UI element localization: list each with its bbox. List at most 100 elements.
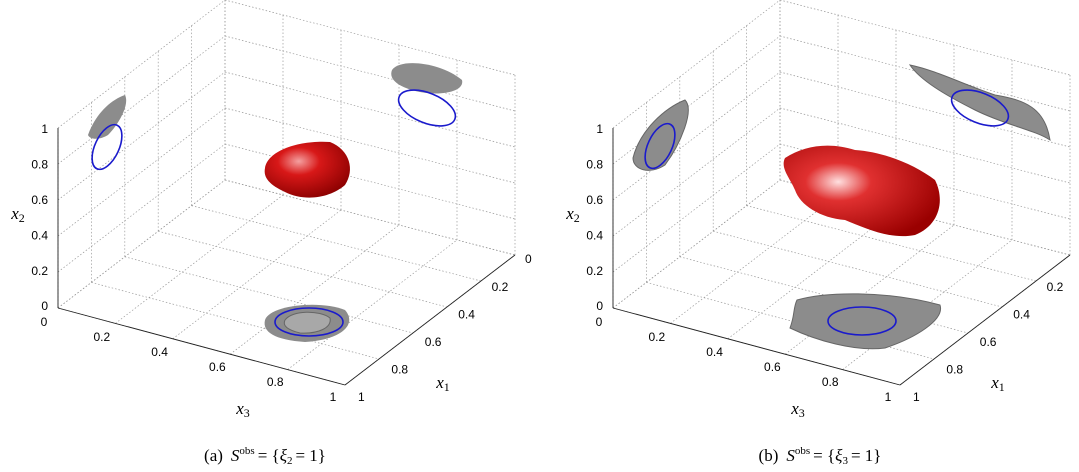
x3-tick-label: 0 [41, 315, 48, 329]
axis-line [57, 307, 346, 386]
x2-tick-label: 0.2 [31, 264, 48, 278]
caption-label: (b) [759, 446, 779, 465]
observation [397, 89, 457, 127]
projection [908, 64, 1051, 142]
observation [644, 122, 676, 170]
projection [632, 99, 689, 171]
x1-tick-label: 1 [358, 390, 365, 404]
caption-var: ξ [280, 446, 288, 465]
grid-line [57, 179, 226, 309]
axis-label: x2 [565, 204, 580, 225]
grid-line [779, 0, 1071, 76]
x2-tick-label: 0.8 [31, 158, 48, 172]
x1-tick-label: 0.2 [1047, 280, 1064, 294]
caption-close: = 1} [295, 446, 326, 465]
axis-label-sub: 2 [574, 211, 580, 225]
x1-tick-label: 0.6 [980, 335, 997, 349]
x2-tick-label: 0.4 [586, 228, 603, 242]
axis-label-sub: 1 [999, 380, 1005, 394]
caption-open: = { [813, 446, 835, 465]
axis-label: x1 [435, 373, 450, 394]
caption-sub: 2 [287, 455, 293, 467]
grid-line [57, 143, 226, 273]
axis-label: x3 [235, 399, 250, 420]
x1-tick-label: 0.8 [946, 363, 963, 377]
x1-tick-label: 0.2 [492, 280, 509, 294]
x2-tick-label: 0 [596, 299, 603, 313]
grid-line [612, 179, 781, 309]
x3-tick-label: 0.2 [93, 330, 110, 344]
axis-label-sub: 2 [19, 211, 25, 225]
axis-label-name: x [790, 399, 799, 418]
caption-close: = 1} [851, 446, 882, 465]
x1-tick-label: 0.4 [1013, 307, 1030, 321]
x1-tick-label: 0.8 [391, 363, 408, 377]
grid-line [57, 71, 226, 201]
x3-tick-label: 0 [596, 315, 603, 329]
x3-tick-label: 1 [330, 390, 337, 404]
grid-line [779, 35, 1071, 112]
axis-label-name: x [10, 204, 19, 223]
caption-var: ξ [835, 446, 843, 465]
grid-line [713, 230, 1003, 308]
axis-label-name: x [435, 373, 444, 392]
projection-inner [283, 311, 331, 334]
grid-line [224, 0, 516, 76]
grid-line [91, 282, 380, 360]
caption-superscript: obs [795, 445, 810, 457]
grid-line [115, 194, 284, 324]
grid-line [224, 71, 516, 148]
x2-tick-label: 1 [596, 122, 603, 136]
grid-line [124, 256, 414, 334]
grid-line [57, 35, 226, 165]
x1-tick-label: 1 [913, 390, 920, 404]
isosurface [264, 141, 350, 198]
axis-label-name: x [235, 399, 244, 418]
grid-line [612, 71, 781, 201]
grid-line [679, 256, 969, 334]
x2-tick-label: 0.8 [586, 158, 603, 172]
x3-tick-label: 0.8 [822, 375, 839, 389]
x3-tick-label: 0.4 [706, 345, 723, 359]
grid-line [612, 143, 781, 273]
x2-tick-label: 0.2 [586, 264, 603, 278]
grid-line [224, 35, 516, 112]
grid-line [191, 205, 482, 282]
grid-line [612, 0, 781, 129]
grid-line [727, 209, 897, 340]
observation [274, 307, 344, 337]
axis-label-sub: 3 [799, 406, 805, 420]
isosurface [783, 145, 940, 237]
grid-line [779, 71, 1071, 148]
caption-sub: 3 [842, 455, 848, 467]
x2-tick-label: 0 [41, 299, 48, 313]
grid-line [224, 179, 516, 256]
axis-line [344, 254, 516, 386]
projection [789, 293, 941, 350]
grid-line [158, 230, 448, 308]
grid-line [646, 282, 935, 360]
axis-label-name: x [990, 373, 999, 392]
axis-label-name: x [565, 204, 574, 223]
grid-line [779, 107, 1071, 184]
projection [391, 63, 463, 94]
grid-line [224, 107, 516, 184]
x3-tick-label: 1 [885, 390, 892, 404]
axis-label: x1 [990, 373, 1005, 394]
axis-label: x2 [10, 204, 25, 225]
x2-tick-label: 1 [41, 122, 48, 136]
axis-label: x3 [790, 399, 805, 420]
observation [827, 306, 897, 336]
axis-line [612, 307, 901, 386]
observation [950, 89, 1010, 127]
observation [91, 123, 123, 171]
x2-tick-label: 0.4 [31, 228, 48, 242]
x3-tick-label: 0.6 [764, 360, 781, 374]
panel: 00.20.40.60.8100.20.40.60.8100.20.40.60.… [565, 0, 1071, 467]
caption-label: (a) [204, 446, 223, 465]
axis-label-sub: 3 [244, 406, 250, 420]
axis-line [899, 254, 1071, 386]
axis-label-sub: 1 [444, 380, 450, 394]
x1-tick-label: 0 [525, 252, 532, 266]
